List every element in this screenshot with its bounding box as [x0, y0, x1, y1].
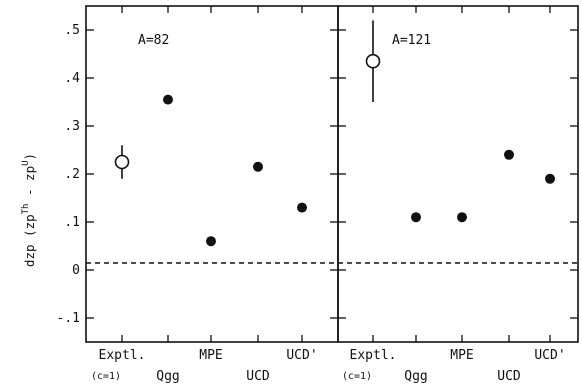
- data-point-filled: [253, 161, 263, 172]
- data-point-open: [114, 154, 130, 170]
- category-label: MPE: [450, 348, 473, 363]
- category-sublabel: (c=1): [91, 371, 121, 382]
- y-axis-label-sup-th: Th: [21, 204, 31, 215]
- category-label: UCD: [497, 369, 521, 384]
- category-label: Exptl.: [99, 348, 146, 363]
- y-tick-label: .3: [64, 119, 80, 134]
- data-point-filled: [504, 149, 514, 160]
- data-point-open: [365, 53, 381, 69]
- y-axis-label-main: dzp (zp: [22, 214, 37, 267]
- category-label: UCD': [286, 348, 317, 363]
- y-tick-label: 0: [72, 263, 80, 278]
- data-point-filled: [457, 212, 467, 223]
- category-label: Qgg: [404, 369, 427, 384]
- data-point-filled: [206, 236, 216, 247]
- data-point-filled: [297, 202, 307, 213]
- category-label: Exptl.: [350, 348, 397, 363]
- y-tick-labels: .5 .4 .3 .2 .1 0 -.1: [57, 23, 81, 326]
- panel-a121-ticks: [338, 6, 578, 342]
- category-label: Qgg: [156, 369, 179, 384]
- y-tick-label: .4: [64, 71, 80, 86]
- panel-a121: A=121 Exptl. (c=1) Qgg MPE UCD UCD': [337, 5, 579, 384]
- panel-a121-points: [365, 20, 555, 223]
- data-point-filled: [411, 212, 421, 223]
- y-tick-label: -.1: [57, 311, 80, 326]
- category-sublabel: (c=1): [342, 371, 372, 382]
- panel-a82-points: [114, 94, 307, 247]
- y-tick-label: .2: [64, 167, 80, 182]
- panel-a121-categories: Exptl. (c=1) Qgg MPE UCD UCD': [342, 348, 566, 384]
- panel-a82-label: A=82: [138, 33, 169, 48]
- category-label: UCD: [246, 369, 270, 384]
- y-axis-label-end: ): [22, 153, 37, 161]
- data-point-filled: [545, 173, 555, 184]
- panel-a82-categories: Exptl. (c=1) Qgg MPE UCD UCD': [91, 348, 318, 384]
- panel-a121-label: A=121: [392, 33, 431, 48]
- y-axis-label: dzp (zpTh - zpU): [21, 153, 37, 267]
- y-tick-label: .5: [64, 23, 80, 38]
- panel-a82-frame: [85, 5, 339, 343]
- panel-a82: A=82 Exptl. (c=1) Qgg MPE UCD UCD': [85, 5, 339, 384]
- y-axis-label-mid: - zp: [22, 166, 37, 204]
- data-point-filled: [163, 94, 173, 105]
- panel-a82-ticks: [86, 6, 338, 342]
- category-label: MPE: [199, 348, 222, 363]
- category-label: UCD': [534, 348, 565, 363]
- y-axis-label-sup-u: U: [21, 160, 31, 165]
- y-tick-label: .1: [64, 215, 80, 230]
